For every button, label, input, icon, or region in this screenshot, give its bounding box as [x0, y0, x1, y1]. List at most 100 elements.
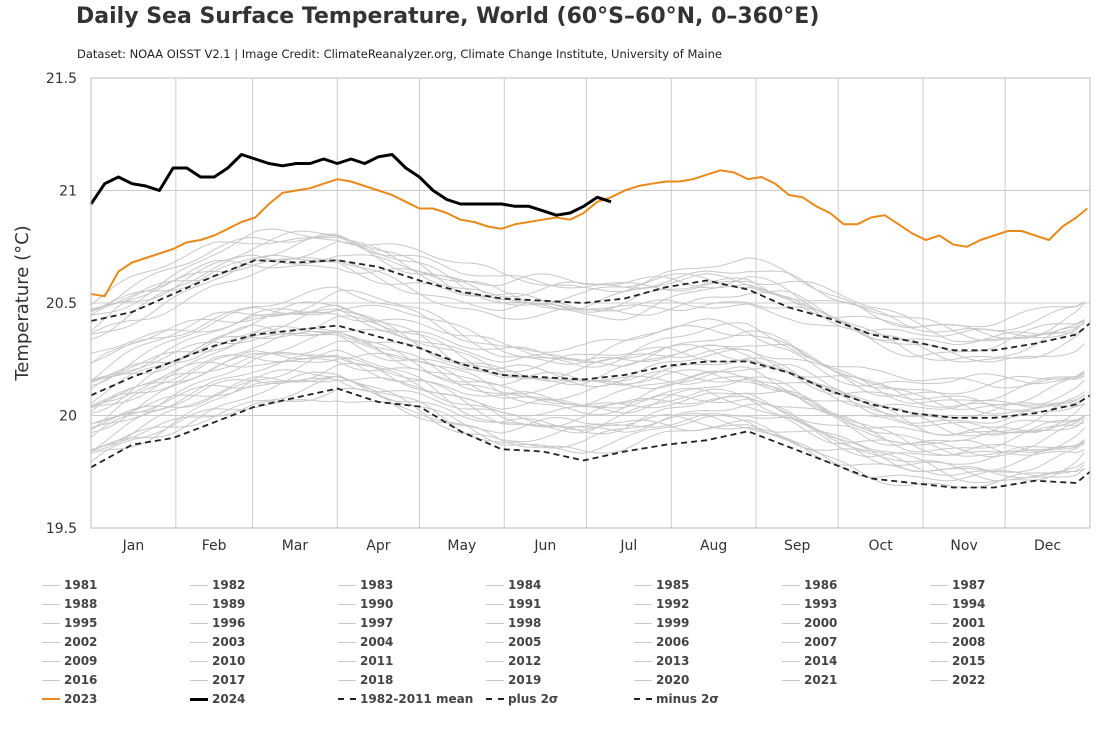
- legend-label: plus 2σ: [508, 692, 559, 706]
- legend-label: 1985: [656, 578, 690, 592]
- legend-item[interactable]: 2012: [486, 652, 541, 670]
- legend-item[interactable]: 1992: [634, 595, 689, 613]
- historical-year-line: [90, 377, 1085, 466]
- legend-item[interactable]: 2000: [782, 614, 837, 632]
- legend-item[interactable]: 1990: [338, 595, 393, 613]
- historical-year-line: [90, 304, 1085, 411]
- legend-item[interactable]: 2006: [634, 633, 689, 651]
- historical-year-line: [90, 377, 1085, 473]
- legend-item[interactable]: 1993: [782, 595, 837, 613]
- legend-label: 1982: [212, 578, 246, 592]
- legend-label: 2019: [508, 673, 542, 687]
- legend-swatch: [486, 641, 504, 643]
- legend-item[interactable]: 1984: [486, 576, 541, 594]
- legend-label: 1999: [656, 616, 690, 630]
- legend-item[interactable]: 1991: [486, 595, 541, 613]
- legend-swatch: [634, 698, 652, 700]
- legend-label: 2012: [508, 654, 542, 668]
- x-tick-label: May: [447, 538, 476, 554]
- historical-year-line: [90, 308, 1085, 411]
- legend-item[interactable]: plus 2σ: [486, 690, 558, 708]
- legend-swatch: [486, 603, 504, 605]
- legend-item[interactable]: 2001: [930, 614, 985, 632]
- legend-item[interactable]: 2002: [42, 633, 97, 651]
- legend-swatch: [930, 641, 948, 643]
- historical-year-line: [90, 371, 1085, 482]
- legend-item[interactable]: 2005: [486, 633, 541, 651]
- legend-item[interactable]: 2017: [190, 671, 245, 689]
- legend-item[interactable]: 2011: [338, 652, 393, 670]
- legend-item[interactable]: minus 2σ: [634, 690, 719, 708]
- chart-title: Daily Sea Surface Temperature, World (60…: [76, 4, 820, 29]
- legend-item[interactable]: 1989: [190, 595, 245, 613]
- y-axis-ticks: 21.5 21 20.5 20 19.5: [46, 71, 77, 537]
- legend-label: 1994: [952, 597, 986, 611]
- x-tick-label: Mar: [282, 538, 309, 554]
- legend-item[interactable]: 1985: [634, 576, 689, 594]
- legend-item[interactable]: 1986: [782, 576, 837, 594]
- historical-year-line: [90, 340, 1085, 436]
- legend-swatch: [486, 698, 504, 700]
- legend-label: 1981: [64, 578, 98, 592]
- legend-item[interactable]: 2018: [338, 671, 393, 689]
- legend-item[interactable]: 2008: [930, 633, 985, 651]
- legend-label: 2018: [360, 673, 394, 687]
- legend-item[interactable]: 1997: [338, 614, 393, 632]
- historical-year-line: [90, 352, 1085, 446]
- legend-swatch: [338, 660, 356, 662]
- historical-year-line: [90, 329, 1085, 419]
- legend-label: 2020: [656, 673, 690, 687]
- x-tick-label: Jan: [122, 538, 145, 554]
- legend-item[interactable]: 1982-2011 mean: [338, 690, 473, 708]
- legend-swatch: [486, 660, 504, 662]
- legend-item[interactable]: 2009: [42, 652, 97, 670]
- legend-item[interactable]: 1987: [930, 576, 985, 594]
- legend-swatch: [634, 679, 652, 681]
- legend-swatch: [782, 584, 800, 586]
- legend-swatch: [782, 679, 800, 681]
- legend-item[interactable]: 2003: [190, 633, 245, 651]
- legend-label: 1988: [64, 597, 98, 611]
- legend-item[interactable]: 2016: [42, 671, 97, 689]
- legend-item[interactable]: 1999: [634, 614, 689, 632]
- legend-item[interactable]: 2015: [930, 652, 985, 670]
- historical-year-line: [90, 362, 1085, 458]
- legend-item[interactable]: 1998: [486, 614, 541, 632]
- x-tick-label: Apr: [366, 538, 390, 554]
- legend-label: 1993: [804, 597, 838, 611]
- x-tick-label: Dec: [1034, 538, 1061, 554]
- historical-year-line: [90, 235, 1085, 333]
- legend-item[interactable]: 2007: [782, 633, 837, 651]
- legend-item[interactable]: 1982: [190, 576, 245, 594]
- historical-year-line: [90, 254, 1085, 346]
- legend-swatch: [190, 622, 208, 624]
- legend-item[interactable]: 2022: [930, 671, 985, 689]
- legend-item[interactable]: 1983: [338, 576, 393, 594]
- legend-item[interactable]: 1996: [190, 614, 245, 632]
- legend-item[interactable]: 1981: [42, 576, 97, 594]
- legend-label: 2009: [64, 654, 98, 668]
- legend-item[interactable]: 2024: [190, 690, 245, 708]
- legend-label: 1984: [508, 578, 542, 592]
- legend-item[interactable]: 2023: [42, 690, 97, 708]
- legend-item[interactable]: 2021: [782, 671, 837, 689]
- legend-item[interactable]: 1988: [42, 595, 97, 613]
- legend-item[interactable]: 2010: [190, 652, 245, 670]
- legend-swatch: [338, 603, 356, 605]
- legend-swatch: [42, 641, 60, 643]
- legend-label: 2005: [508, 635, 542, 649]
- series-line-2024: [89, 153, 612, 217]
- legend-item[interactable]: 1994: [930, 595, 985, 613]
- legend-item[interactable]: 2004: [338, 633, 393, 651]
- legend-item[interactable]: 2013: [634, 652, 689, 670]
- historical-year-line: [90, 369, 1085, 484]
- legend-swatch: [782, 641, 800, 643]
- legend-item[interactable]: 2020: [634, 671, 689, 689]
- legend-item[interactable]: 2019: [486, 671, 541, 689]
- legend-label: minus 2σ: [656, 692, 719, 706]
- legend-label: 2007: [804, 635, 838, 649]
- legend-item[interactable]: 1995: [42, 614, 97, 632]
- x-tick-label: Sep: [784, 538, 811, 554]
- legend-label: 1992: [656, 597, 690, 611]
- legend-item[interactable]: 2014: [782, 652, 837, 670]
